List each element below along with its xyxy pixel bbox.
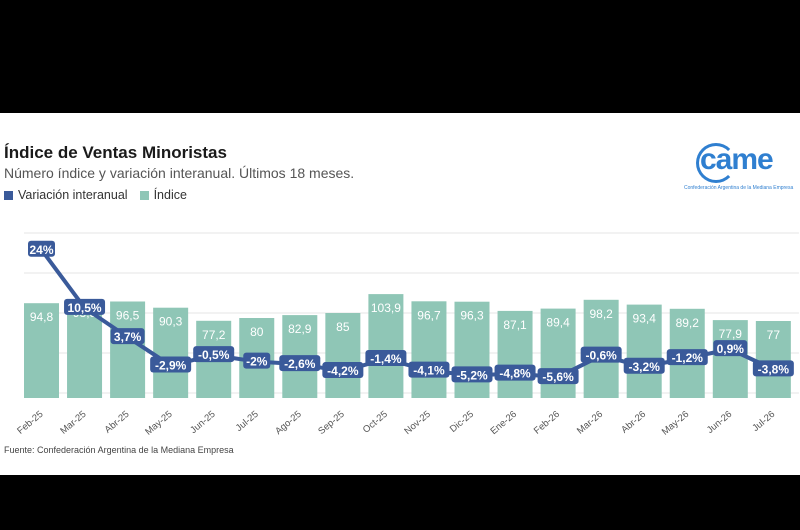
bar	[368, 294, 404, 398]
bar-value-label: 103,9	[371, 301, 401, 315]
line-value-label: -5,2%	[456, 368, 488, 382]
bar-value-label: 94,8	[30, 310, 54, 324]
bar-value-label: 96,7	[417, 308, 441, 322]
chart-title: Índice de Ventas Minoristas	[4, 143, 227, 162]
line-label-box	[752, 360, 794, 377]
x-tick-label: Oct-25	[361, 409, 390, 436]
line-value-label: -5,6%	[542, 370, 574, 384]
line-value-label: -4,1%	[413, 364, 445, 378]
x-tick-label: Abr-26	[619, 409, 648, 436]
line-label-box	[28, 240, 55, 257]
x-tick-label: Mar-26	[575, 409, 605, 437]
x-tick-label: Jul-26	[750, 409, 777, 434]
line-label-box	[408, 361, 450, 378]
x-tick-label: Feb-25	[15, 409, 45, 437]
x-tick-label: Ene-26	[488, 409, 519, 437]
came-logo: came Confederación Argentina de la Media…	[682, 141, 800, 197]
line-label-box	[580, 346, 622, 363]
legend-swatch-bar	[139, 190, 149, 200]
bar	[325, 313, 361, 398]
line-value-label: -1,4%	[370, 352, 402, 366]
legend-item-bar: Índice	[139, 188, 187, 202]
legend-item-line: Variación interanual	[4, 188, 128, 202]
x-tick-label: Mar-25	[58, 409, 88, 437]
legend-label-line: Variación interanual	[18, 188, 128, 202]
line-value-label: -1,2%	[672, 351, 704, 365]
bar-value-label: 87,1	[503, 318, 527, 332]
bar-value-label: 96,5	[116, 309, 140, 323]
bar-value-label: 96,3	[460, 309, 484, 323]
bar	[712, 320, 748, 398]
bar-value-label: 98,2	[589, 307, 613, 321]
bar	[755, 321, 791, 398]
line-value-label: -4,2%	[327, 364, 359, 378]
legend: Variación interanual Índice	[4, 188, 187, 202]
line-value-label: -0,5%	[198, 348, 230, 362]
x-tick-label: Jun-26	[705, 409, 734, 436]
chart-svg: 94,8Feb-2598,8Mar-2596,5Abr-2590,3May-25…	[15, 232, 799, 438]
bar	[153, 307, 189, 398]
line-label-box	[110, 328, 145, 345]
line-value-label: 10,5%	[68, 301, 102, 315]
line-value-label: -3,8%	[758, 362, 790, 376]
bar-value-label: 77,9	[719, 327, 743, 341]
bar-value-label: 89,4	[546, 316, 570, 330]
line-value-label: -2,9%	[155, 358, 187, 372]
line-label-box	[64, 298, 106, 315]
bar-value-label: 93,4	[633, 312, 657, 326]
bar-value-label: 77	[767, 328, 781, 342]
bar-value-label: 85	[336, 320, 350, 334]
line-value-label: -2%	[246, 355, 268, 369]
x-tick-label: Nov-25	[402, 409, 433, 437]
line-value-label: 0,9%	[717, 342, 745, 356]
x-tick-label: Jul-25	[234, 409, 261, 434]
chart-card: Índice de Ventas Minoristas Número índic…	[0, 113, 800, 475]
logo-wordmark: came	[700, 143, 774, 176]
line-label-box	[150, 356, 192, 373]
bar	[24, 303, 59, 398]
x-tick-label: Jun-25	[188, 409, 217, 436]
line-value-label: 24%	[29, 243, 53, 257]
source-note: Fuente: Confederación Argentina de la Me…	[4, 445, 234, 455]
bar-value-label: 82,9	[288, 322, 312, 336]
x-tick-label: Dic-25	[448, 409, 476, 435]
line-value-label: -0,6%	[585, 349, 617, 363]
line-label-box	[494, 364, 536, 381]
line-label-box	[193, 346, 235, 363]
line-label-box	[451, 366, 493, 383]
line-label-box	[666, 349, 708, 366]
line-label-box	[365, 350, 407, 367]
line-label-box	[713, 340, 748, 357]
line-value-label: -2,6%	[284, 357, 316, 371]
line-value-label: -3,2%	[629, 360, 661, 374]
x-tick-label: May-26	[660, 409, 691, 438]
x-tick-label: Ago-25	[273, 409, 304, 437]
logo-ring-icon	[696, 143, 736, 183]
chart-subtitle: Número índice y variación interanual. Úl…	[4, 165, 355, 181]
bar	[411, 301, 447, 398]
bar	[110, 301, 146, 398]
bar-value-label: 89,2	[676, 316, 700, 330]
x-tick-label: Feb-26	[532, 409, 562, 437]
x-tick-label: Abr-25	[103, 409, 132, 436]
logo-tagline: Confederación Argentina de la Mediana Em…	[684, 185, 794, 191]
line-label-box	[279, 355, 321, 372]
x-tick-label: Sep-25	[316, 409, 347, 437]
bar-value-label: 90,3	[159, 315, 183, 329]
legend-swatch-line	[4, 190, 13, 200]
line-label-box	[537, 368, 579, 385]
line-label-box	[623, 357, 665, 374]
bar	[497, 310, 533, 398]
bar-value-label: 80	[250, 325, 264, 339]
legend-label-bar: Índice	[153, 188, 187, 202]
x-tick-label: May-25	[143, 409, 174, 438]
bar-value-label: 77,2	[202, 328, 226, 342]
line-value-label: -4,8%	[499, 367, 531, 381]
bar	[626, 304, 662, 398]
line-value-label: 3,7%	[114, 330, 142, 344]
line-label-box	[243, 352, 271, 369]
line-label-box	[322, 362, 364, 379]
